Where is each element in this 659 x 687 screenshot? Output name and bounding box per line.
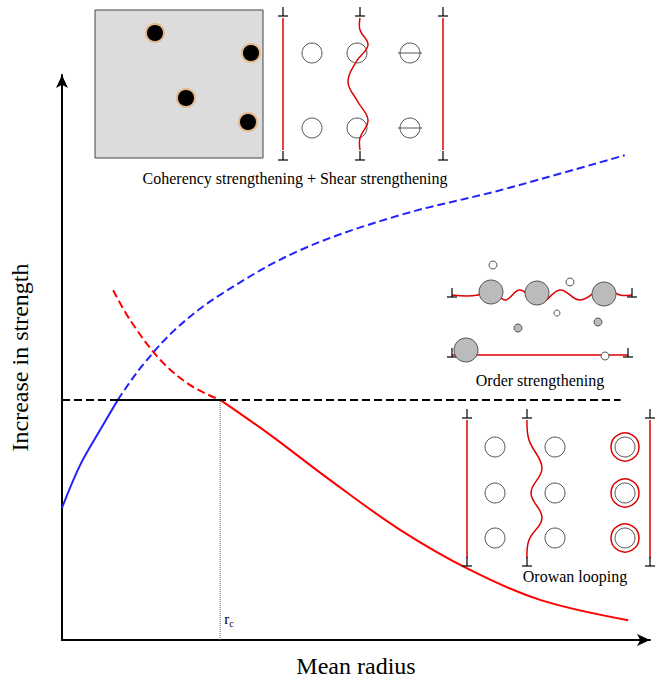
svg-text:c: c [229,618,234,629]
svg-text:Mean radius: Mean radius [296,653,415,679]
svg-text:r: r [224,611,230,627]
svg-text:Increase in strength: Increase in strength [7,264,33,452]
svg-text:Coherency strengthening + Shea: Coherency strengthening + Shear strength… [143,170,448,188]
svg-text:Order strengthening: Order strengthening [476,372,604,390]
svg-text:Orowan looping: Orowan looping [523,568,627,586]
